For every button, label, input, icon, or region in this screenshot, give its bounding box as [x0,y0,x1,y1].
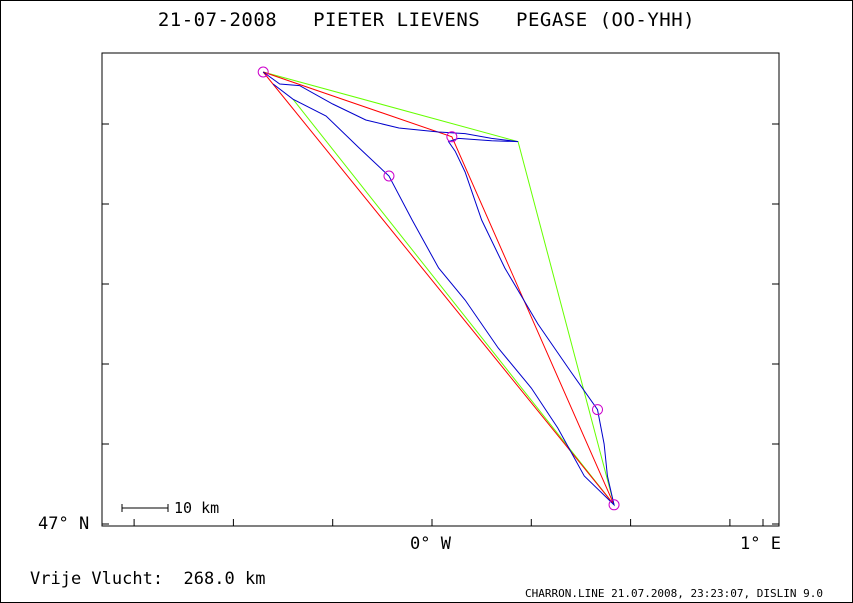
distance-label: Vrije Vlucht: [30,569,164,589]
distance-value: 268.0 km [183,569,266,589]
triangle-line [263,71,615,506]
turnpoint-marker-2 [383,170,395,182]
lon-label-1e: 1° E [740,534,781,554]
gps-track-layer [262,71,615,507]
lat-label-47n: 47° N [38,514,90,534]
turnpoint-marker-3 [446,131,458,143]
program-info: CHARRON.LINE 21.07.2008, 23:23:07, DISLI… [524,587,823,600]
turnpoints-layer [257,66,620,511]
turnpoint-marker-5 [608,499,620,511]
axis-ticks [102,123,779,526]
optimized-route-line [262,71,615,506]
map-title: 21-07-2008 PIETER LIEVENS PEGASE (OO-YHH… [157,9,696,31]
triangle-layer [263,71,615,506]
scale-bar-label: 10 km [174,499,220,517]
free-flight-distance: Vrije Vlucht: 268.0 km [30,569,265,589]
gps-track-line [262,71,615,507]
lon-label-0w: 0° W [410,534,451,554]
optimized-route-layer [262,71,615,506]
turnpoint-marker-4 [592,404,603,416]
turnpoint-marker-1 [257,66,269,78]
plot-border [101,52,780,527]
